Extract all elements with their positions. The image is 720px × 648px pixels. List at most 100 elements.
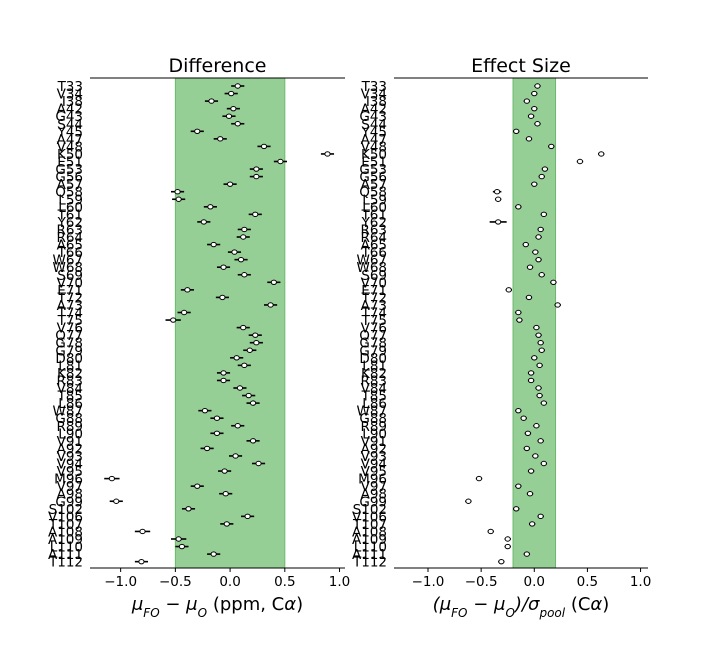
data-point <box>113 498 120 504</box>
y-tick-label: T61 <box>57 207 83 223</box>
data-point <box>526 264 534 270</box>
y-tick-label: E71 <box>57 283 83 299</box>
data-point <box>515 407 522 414</box>
y-tick-label: Y45 <box>361 124 387 140</box>
y-tick-label: W87 <box>356 404 387 420</box>
y-tick-label: A92 <box>361 441 387 457</box>
data-point <box>241 226 248 233</box>
data-point <box>525 136 533 142</box>
x-tick-label: −1.0 <box>104 574 137 590</box>
y-tick-label: V34 <box>361 87 387 103</box>
panel-title: Effect Size <box>471 55 571 77</box>
data-point <box>541 166 549 172</box>
data-point <box>540 211 547 218</box>
y-tick-label: V97 <box>57 479 83 495</box>
y-tick-label: T72 <box>57 290 83 306</box>
y-tick-label: G88 <box>55 411 83 427</box>
data-point <box>537 340 544 346</box>
data-point <box>223 521 230 527</box>
y-tick-label: A65 <box>57 238 83 254</box>
x-axis-label: μFO − μO (ppm, Cα) <box>131 594 303 620</box>
data-point <box>220 377 227 384</box>
y-tick-label: A98 <box>57 487 83 503</box>
data-point <box>241 272 248 278</box>
data-point <box>498 558 505 565</box>
y-tick-label: R83 <box>360 373 387 389</box>
y-tick-label: S102 <box>353 502 387 518</box>
panel-title: Difference <box>169 55 267 77</box>
data-point <box>249 400 257 406</box>
data-point <box>208 98 215 104</box>
y-tick-label: V48 <box>361 139 387 155</box>
data-point <box>527 377 535 384</box>
y-tick-label: V91 <box>57 434 83 450</box>
y-tick-label: L59 <box>362 192 387 208</box>
data-point <box>475 475 483 482</box>
data-point <box>533 423 540 429</box>
data-point <box>178 543 186 550</box>
data-point <box>220 370 227 376</box>
y-tick-label: G88 <box>359 411 387 427</box>
panel-effect-size: Effect Size −1.0 −0.5 0.0 0.5 1.0 (μFO − μO)/σ… <box>352 55 651 620</box>
x-tick-label: 0.0 <box>524 574 545 590</box>
data-point <box>221 468 228 474</box>
data-point <box>207 204 214 210</box>
y-tick-label: T66 <box>57 245 83 261</box>
y-tick-label: A47 <box>57 132 83 148</box>
y-tick-label: R64 <box>360 230 387 246</box>
data-point <box>139 528 146 535</box>
data-point <box>267 302 274 308</box>
data-point <box>516 317 523 323</box>
y-tick-label: V106 <box>352 509 387 525</box>
y-tick-label: S44 <box>361 117 387 133</box>
y-tick-label: A57 <box>361 177 387 193</box>
data-point <box>522 241 529 248</box>
data-point <box>535 385 542 391</box>
y-tick-label: A108 <box>352 524 387 540</box>
data-point <box>170 317 177 323</box>
data-point <box>515 309 522 316</box>
data-point <box>535 234 542 240</box>
data-point <box>253 166 260 172</box>
data-point <box>576 158 584 165</box>
y-tick-label: T85 <box>361 389 387 405</box>
y-tick-label: G99 <box>359 494 387 510</box>
x-tick-label: 0.0 <box>219 574 240 590</box>
y-tick-label: Q58 <box>55 185 83 201</box>
y-tick-label: L60 <box>58 200 83 216</box>
y-tick-label: L90 <box>362 426 387 442</box>
y-tick-label: S102 <box>49 502 83 518</box>
y-tick-label: A42 <box>361 102 387 118</box>
y-tick-label: A57 <box>57 177 83 193</box>
data-point <box>194 128 201 135</box>
data-point <box>241 362 248 369</box>
x-tick-label: 0.5 <box>274 574 295 590</box>
data-point <box>228 90 235 97</box>
data-point <box>175 196 182 202</box>
data-point <box>240 234 247 240</box>
reference-band <box>512 77 557 569</box>
data-point <box>246 347 253 353</box>
y-tick-label: M96 <box>54 472 83 488</box>
y-tick-label: D80 <box>359 351 387 367</box>
x-tick-label: 1.0 <box>630 574 651 590</box>
y-tick-label: L110 <box>50 540 83 556</box>
data-point <box>277 158 284 165</box>
data-point <box>174 189 181 195</box>
y-tick-label: V84 <box>361 381 387 397</box>
data-point <box>252 332 259 338</box>
data-point <box>538 173 545 180</box>
data-point <box>220 264 227 270</box>
data-point <box>233 355 240 361</box>
y-tick-label: G53 <box>359 162 387 178</box>
data-point <box>548 143 555 150</box>
data-point <box>534 121 541 127</box>
data-point <box>210 241 217 248</box>
y-tick-label: K82 <box>361 366 387 382</box>
data-point <box>531 90 538 97</box>
y-tick-label: V48 <box>57 139 83 155</box>
data-point <box>527 468 535 474</box>
y-tick-label: V93 <box>57 449 83 465</box>
data-point <box>138 558 145 565</box>
